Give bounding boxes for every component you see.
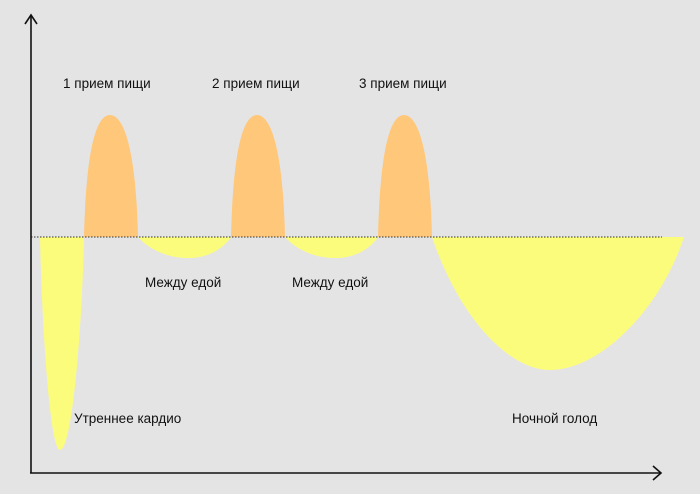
label-morning-cardio: Утреннее кардио [74,411,182,426]
label-between-meals-1: Между едой [145,275,222,290]
label-meal-3: 3 прием пищи [359,76,447,91]
y-axis-arrow-icon [24,13,38,25]
label-night-fasting: Ночной голод [512,411,598,426]
label-between-meals-2: Между едой [292,275,369,290]
meal-peak-2 [231,115,285,237]
morning-cardio-dip [40,237,84,450]
x-axis-arrow-icon [652,465,663,481]
night-fasting-dip [432,237,684,370]
meal-peak-3 [378,115,432,237]
between-meals-dip-1 [138,237,231,259]
label-meal-1: 1 прием пищи [63,76,151,91]
between-meals-dip-2 [285,237,378,259]
meal-peak-1 [84,115,138,237]
label-meal-2: 2 прием пищи [212,76,300,91]
